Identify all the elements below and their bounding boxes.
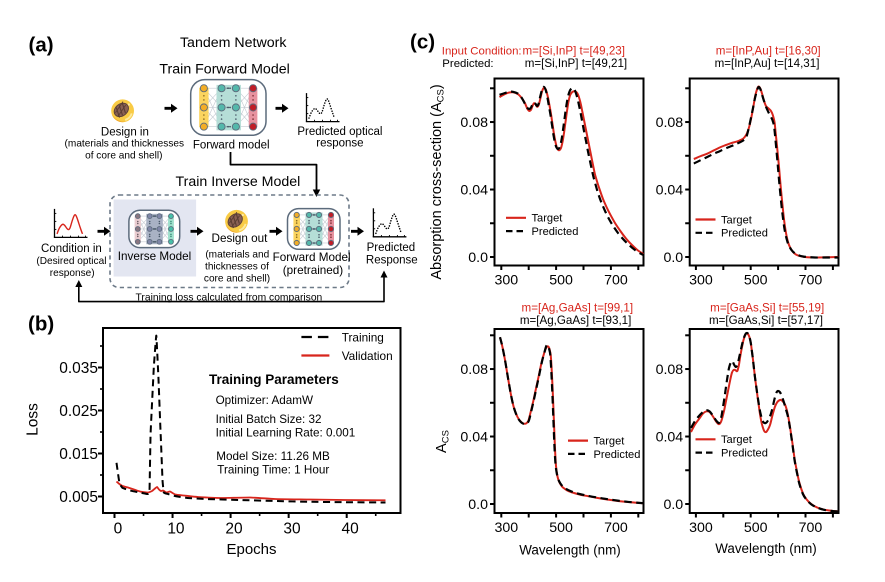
svg-text:Input Condition:: Input Condition: [442,46,522,58]
svg-text:Loss: Loss [25,403,42,436]
svg-text:300: 300 [494,273,518,289]
svg-text:700: 700 [799,273,823,289]
svg-text:Predicted:: Predicted: [442,58,493,70]
svg-text:Epochs: Epochs [226,541,276,558]
svg-text:(materials and: (materials and [205,249,269,260]
svg-text:20: 20 [225,521,243,538]
svg-text:Target: Target [721,434,752,446]
svg-text:500: 500 [744,520,768,536]
svg-text:Optimizer: AdamW: Optimizer: AdamW [216,394,313,407]
svg-text:10: 10 [167,521,185,538]
svg-text:Predicted: Predicted [721,228,768,240]
svg-text:0.08: 0.08 [656,115,684,131]
svg-text:Training loss calculated from: Training loss calculated from comparison [136,293,323,304]
svg-text:Target: Target [532,213,563,225]
svg-text:0.08: 0.08 [656,362,684,378]
svg-text:Initial Batch Size: 32: Initial Batch Size: 32 [216,413,322,426]
svg-text:m=[Si,InP] t=[49,21]: m=[Si,InP] t=[49,21] [525,57,627,70]
svg-text:Predicted: Predicted [367,242,416,254]
svg-text:(pretrained): (pretrained) [283,264,344,277]
svg-text:m=[GaAs,Si] t=[55,19]: m=[GaAs,Si] t=[55,19] [710,302,824,315]
svg-text:Predicted optical: Predicted optical [297,126,382,138]
svg-text:0.0: 0.0 [468,497,488,513]
svg-text:m=[InP,Au] t=[14,31]: m=[InP,Au] t=[14,31] [715,57,820,70]
svg-text:0: 0 [114,521,123,538]
svg-text:700: 700 [604,520,628,536]
svg-text:0.015: 0.015 [59,446,98,463]
svg-text:500: 500 [549,273,573,289]
svg-text:m=[InP,Au] t=[16,30]: m=[InP,Au] t=[16,30] [716,45,821,58]
svg-text:0.04: 0.04 [656,183,684,199]
svg-text:(a): (a) [29,34,54,57]
svg-text:0.0: 0.0 [663,250,683,266]
svg-text:response: response [316,138,363,150]
svg-text:(c): (c) [410,31,435,54]
svg-text:m=[Si,InP] t=[49,23]: m=[Si,InP] t=[49,23] [523,45,625,58]
svg-text:Condition in: Condition in [41,243,102,255]
svg-text:0.0: 0.0 [468,250,488,266]
svg-text:300: 300 [494,520,518,536]
svg-text:0.04: 0.04 [460,183,488,199]
svg-text:Response: Response [366,254,418,266]
svg-text:0.08: 0.08 [460,115,488,131]
svg-text:(materials and thicknesses: (materials and thicknesses [65,138,185,149]
svg-text:ACS: ACS [434,430,452,453]
svg-text:Inverse Model: Inverse Model [118,250,191,263]
svg-text:300: 300 [689,273,713,289]
svg-text:500: 500 [549,520,573,536]
svg-text:Wavelength (nm): Wavelength (nm) [519,543,620,558]
svg-text:(Desired optical: (Desired optical [36,256,106,267]
svg-text:0.035: 0.035 [59,360,98,377]
svg-text:(b): (b) [28,313,54,336]
svg-text:of core and shell): of core and shell) [85,150,162,161]
svg-text:thicknesses of: thicknesses of [205,262,269,273]
svg-text:0.005: 0.005 [59,489,98,506]
svg-text:700: 700 [799,520,823,536]
svg-text:Tandem Network: Tandem Network [180,35,287,51]
svg-text:500: 500 [744,273,768,289]
svg-text:Absorption cross-section (ACS): Absorption cross-section (ACS) [429,84,447,279]
svg-text:0.08: 0.08 [460,362,488,378]
svg-text:response): response) [50,268,95,279]
svg-text:Target: Target [721,214,752,226]
svg-text:core and shell): core and shell) [204,274,270,285]
svg-text:0.04: 0.04 [460,430,488,446]
svg-text:Design out: Design out [212,232,269,245]
svg-text:Forward Model: Forward Model [273,251,351,264]
svg-text:Validation: Validation [342,349,393,363]
svg-text:m=[Ag,GaAs] t=[99,1]: m=[Ag,GaAs] t=[99,1] [522,302,634,315]
svg-text:700: 700 [604,273,628,289]
svg-text:Train Inverse Model: Train Inverse Model [175,174,300,190]
svg-text:40: 40 [341,521,359,538]
svg-text:Initial Learning Rate: 0.001: Initial Learning Rate: 0.001 [216,427,356,440]
svg-text:m=[Ag,GaAs] t=[93,1]: m=[Ag,GaAs] t=[93,1] [520,314,632,327]
svg-text:Predicted: Predicted [532,226,579,238]
svg-text:Predicted: Predicted [721,448,768,460]
svg-text:Train Forward Model: Train Forward Model [159,61,289,77]
svg-text:30: 30 [283,521,301,538]
svg-text:0.0: 0.0 [663,497,683,513]
svg-text:Training: Training [342,331,384,345]
svg-text:Wavelength (nm): Wavelength (nm) [715,541,816,556]
svg-text:Forward model: Forward model [193,140,270,152]
svg-text:Predicted: Predicted [594,449,641,461]
svg-text:0.025: 0.025 [59,403,98,420]
svg-text:300: 300 [689,520,713,536]
svg-text:0.04: 0.04 [656,430,684,446]
svg-text:Training Time: 1 Hour: Training Time: 1 Hour [217,464,329,477]
svg-text:Training Parameters: Training Parameters [209,372,339,387]
svg-text:Model Size: 11.26 MB: Model Size: 11.26 MB [216,450,330,463]
svg-text:Target: Target [594,436,625,448]
svg-text:Design in: Design in [101,126,149,138]
svg-text:m=[GaAs,Si] t=[57,17]: m=[GaAs,Si] t=[57,17] [709,314,823,327]
